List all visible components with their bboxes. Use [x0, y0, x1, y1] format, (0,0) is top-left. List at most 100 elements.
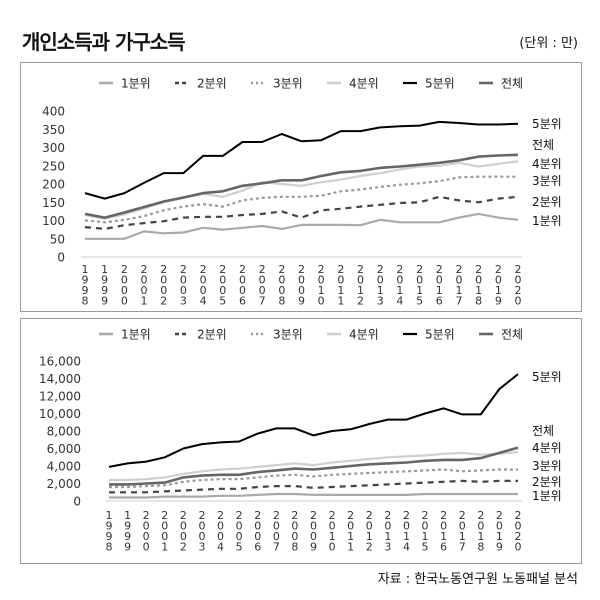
series-line-2 — [84, 195, 519, 230]
y-tick-label: 300 — [42, 141, 65, 155]
series-line-4 — [84, 160, 519, 220]
y-tick-label: 16,000 — [39, 355, 81, 369]
end-label: 전체 — [532, 424, 554, 438]
legend-label-5: 5분위 — [425, 77, 455, 91]
y-tick-label: 50 — [50, 232, 65, 246]
y-tick-label: 400 — [42, 105, 65, 119]
y-tick-label: 10,000 — [39, 407, 81, 421]
series-line-3 — [84, 175, 518, 224]
legend-label-1: 1분위 — [121, 77, 151, 91]
end-label: 4분위 — [532, 157, 562, 171]
source-note: 자료 : 한국노동연구원 노동패널 분석 — [377, 572, 578, 587]
series-line-1 — [85, 212, 519, 240]
legend-label-4: 4분위 — [349, 328, 379, 342]
series-line-5 — [108, 373, 519, 468]
legend-label-6: 전체 — [501, 328, 523, 342]
legend-label-3: 3분위 — [273, 77, 303, 91]
line-chart-household-income: 1분위 2분위 3분위 4분위 5분위 전체02,0004,0006,0008,00010… — [39, 328, 562, 554]
series-line-6 — [109, 446, 519, 486]
series-line-3 — [109, 468, 518, 489]
legend-label-2: 2분위 — [197, 77, 227, 91]
end-label: 1분위 — [532, 489, 562, 503]
y-tick-label: 100 — [42, 214, 65, 228]
end-label: 2분위 — [532, 195, 562, 209]
y-tick-label: 12,000 — [39, 390, 81, 404]
y-tick-label: 4,000 — [47, 460, 81, 474]
y-tick-label: 6,000 — [47, 442, 81, 456]
end-label: 1분위 — [532, 214, 562, 228]
legend-label-4: 4분위 — [349, 77, 379, 91]
y-tick-label: 0 — [57, 251, 65, 265]
chart-panel-household-income: 1분위 2분위 3분위 4분위 5분위 전체 0 2,000 4,000 6,000 8,000 10… — [20, 318, 582, 564]
legend-label-5: 5분위 — [425, 328, 455, 342]
end-label: 5분위 — [532, 370, 562, 384]
y-tick-label: 200 — [42, 178, 65, 192]
legend-label-2: 2분위 — [197, 328, 227, 342]
legend-label-3: 3분위 — [273, 328, 303, 342]
y-tick-label: 250 — [42, 159, 65, 173]
series-line-4 — [109, 450, 519, 482]
series-line-6 — [84, 153, 519, 219]
end-label: 3분위 — [532, 174, 562, 188]
page-title: 개인소득과 가구소득 — [22, 30, 186, 54]
end-label: 3분위 — [532, 459, 562, 473]
unit-label: (단위 : 만) — [519, 36, 578, 51]
y-tick-label: 14,000 — [39, 372, 81, 386]
end-label: 2분위 — [532, 475, 562, 489]
series-line-5 — [84, 120, 519, 200]
y-tick-label: 2,000 — [47, 477, 81, 491]
legend-label-1: 1분위 — [121, 328, 151, 342]
end-label: 전체 — [532, 138, 554, 152]
series-line-2 — [109, 479, 518, 494]
series-line-1 — [109, 492, 518, 499]
y-tick-label: 350 — [42, 123, 65, 137]
y-tick-label: 8,000 — [47, 425, 81, 439]
end-label: 5분위 — [532, 117, 562, 131]
y-tick-label: 150 — [42, 196, 65, 210]
end-label: 4분위 — [532, 441, 562, 455]
